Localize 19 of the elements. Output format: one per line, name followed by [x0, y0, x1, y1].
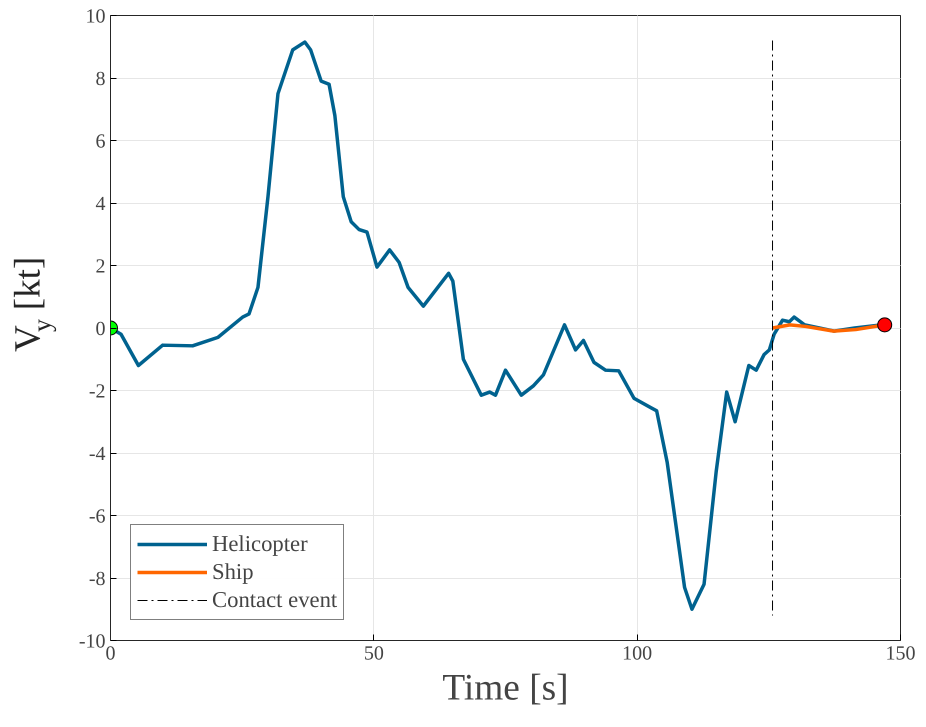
x-tick-label: 50	[364, 642, 384, 664]
y-tick-label: 8	[96, 68, 106, 90]
y-tick-label: -4	[88, 443, 106, 465]
y-tick-label: 10	[86, 6, 106, 28]
x-tick-label: 100	[622, 642, 652, 664]
legend-label: Helicopter	[212, 531, 308, 557]
y-axis-title: Vy [kt]	[8, 256, 56, 352]
legend-label: Contact event	[212, 587, 338, 613]
y-tick-label: -2	[88, 380, 106, 402]
y-tick-label: -6	[88, 506, 106, 528]
y-tick-label: 0	[96, 318, 106, 340]
x-tick-label: 150	[886, 642, 916, 664]
y-tick-label: -10	[78, 630, 106, 652]
x-axis-title: Time [s]	[442, 668, 569, 708]
y-tick-label: 6	[96, 130, 106, 152]
y-tick-label: 2	[96, 256, 106, 278]
y-tick-label: -8	[88, 568, 106, 590]
y-tick-label: 4	[96, 193, 106, 215]
legend-label: Ship	[212, 559, 254, 585]
